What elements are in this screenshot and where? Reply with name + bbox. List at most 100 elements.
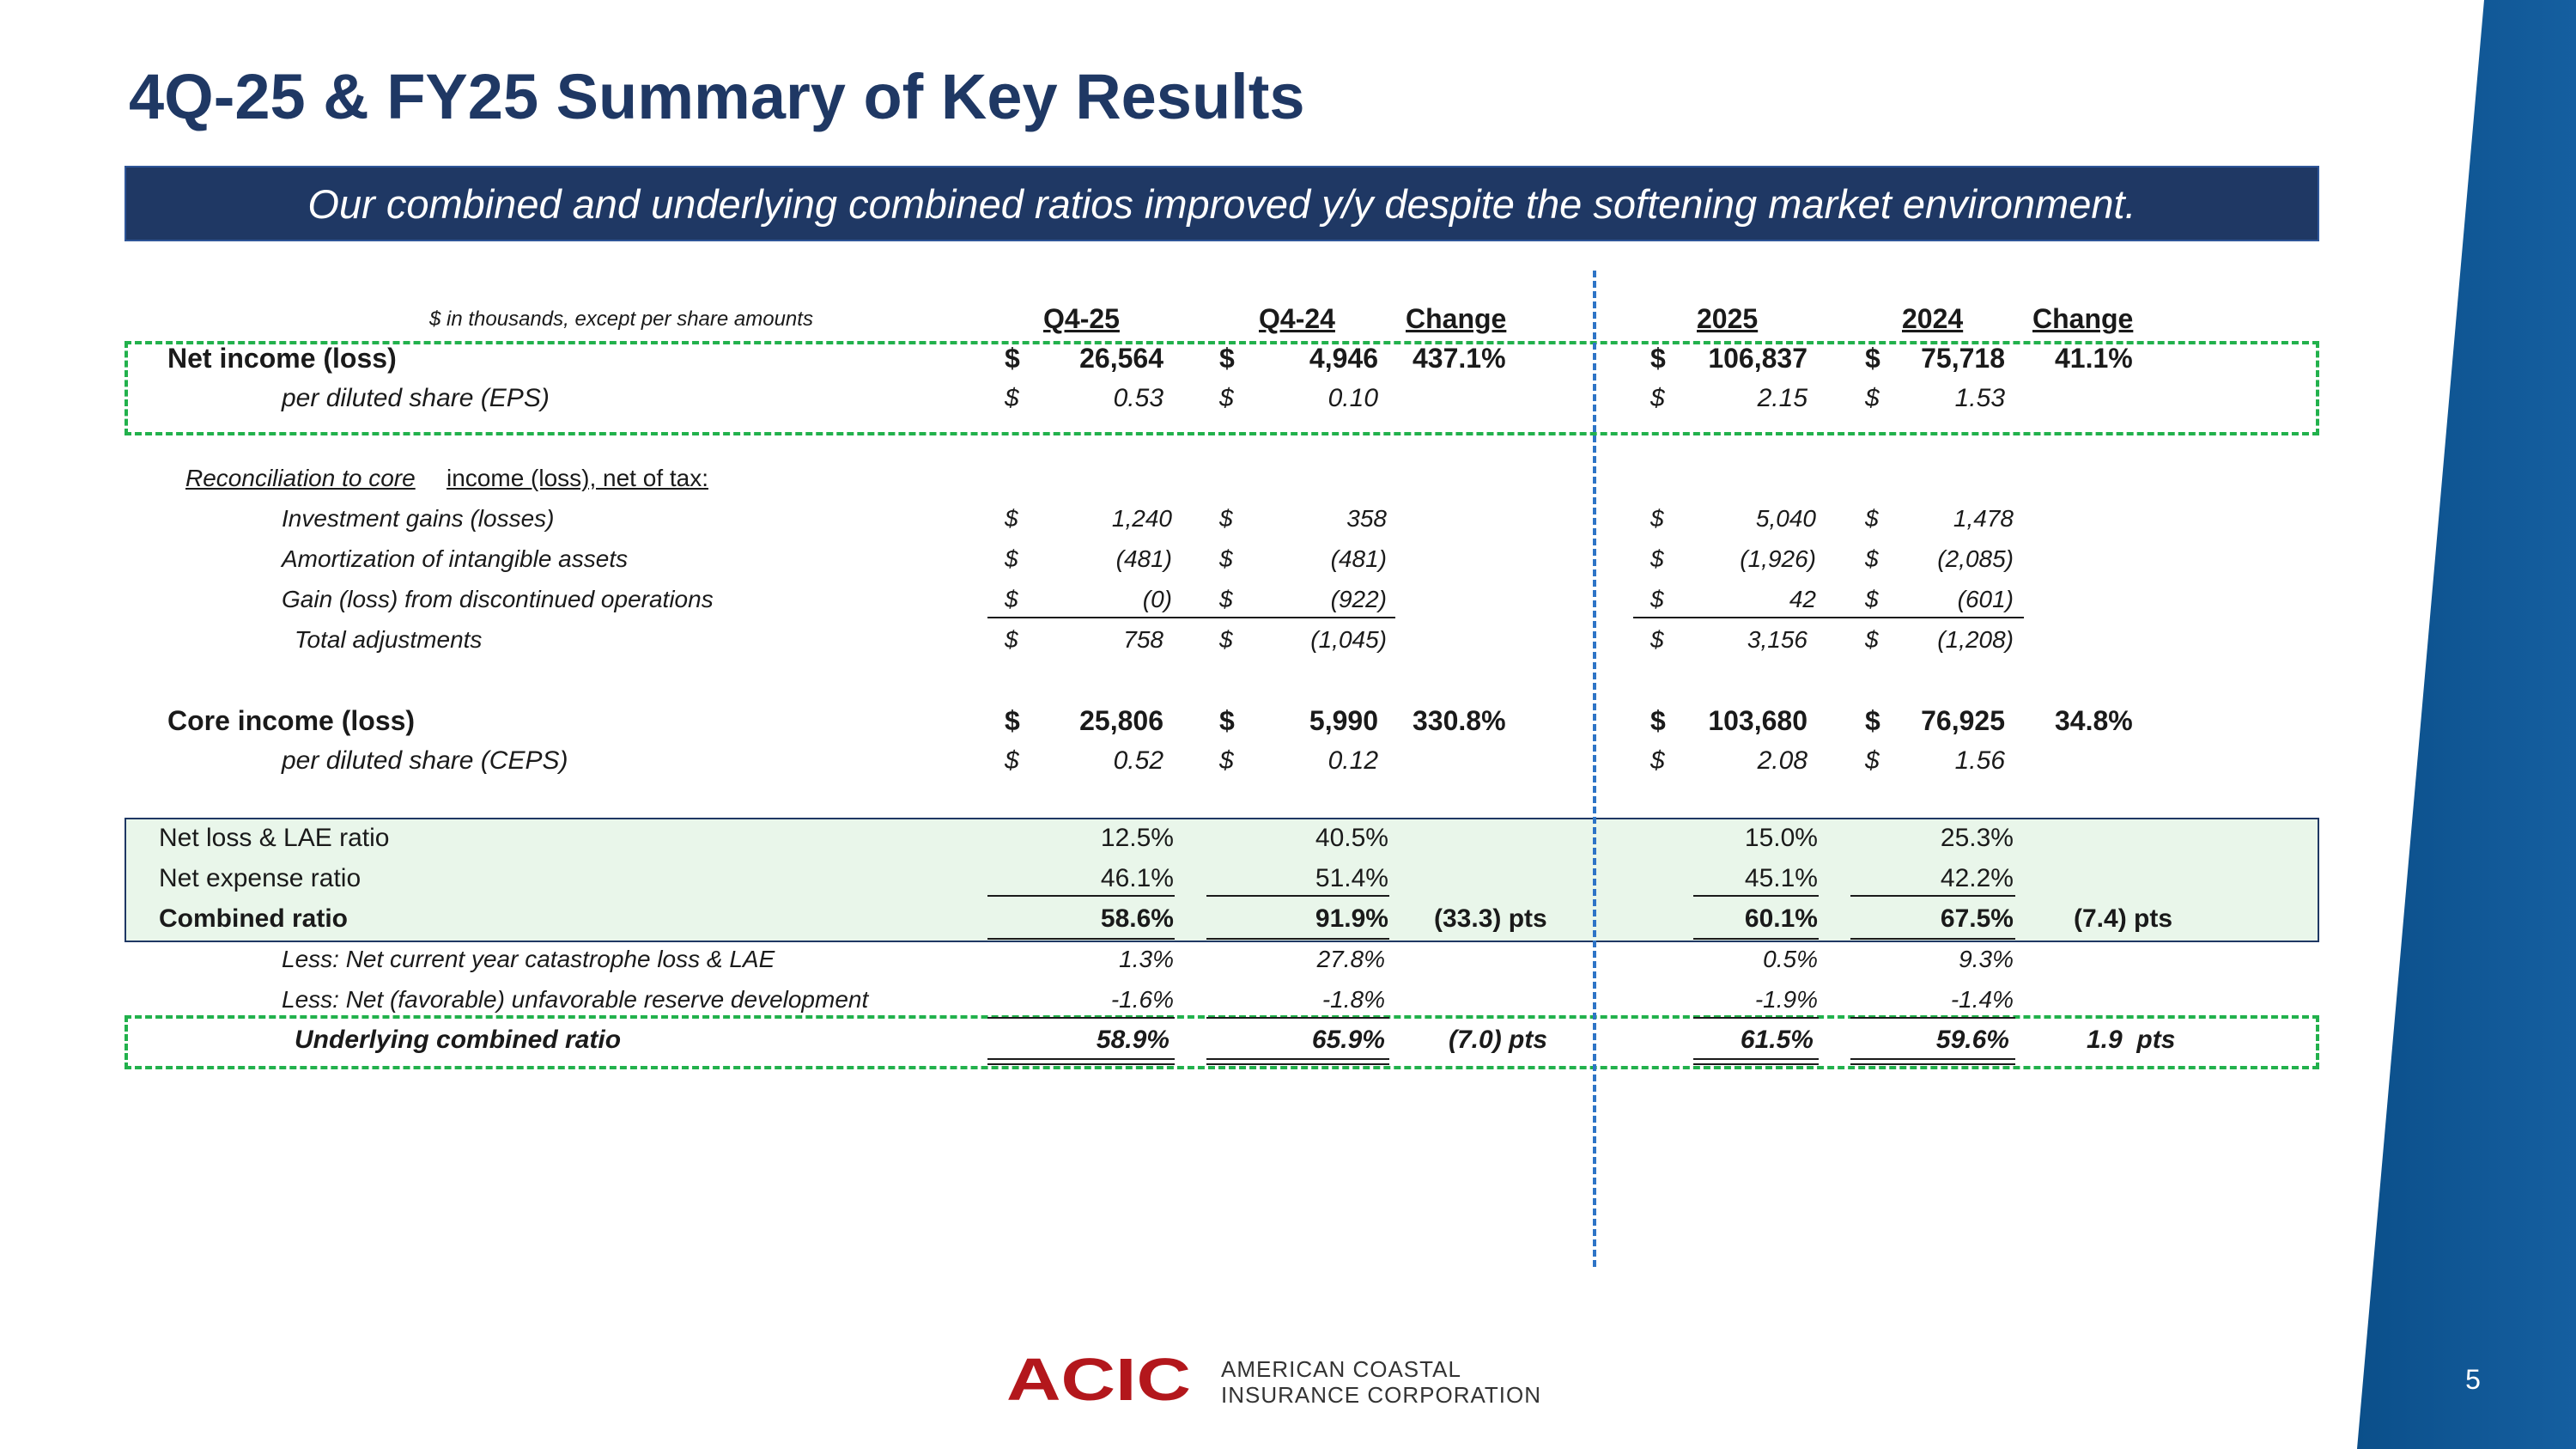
2024-value: -1.4% (1950, 986, 2014, 1013)
q4-24-value: 51.4% (1315, 864, 1388, 892)
currency-symbol: $ (1219, 626, 1233, 653)
currency-symbol: $ (1219, 505, 1233, 532)
row-label: Net loss & LAE ratio (159, 824, 390, 852)
ratio-sum-rule (1693, 895, 1819, 897)
header-2024: 2024 (1902, 303, 1964, 334)
subtotal-rule (987, 617, 1395, 618)
ratio-total-rule (1693, 938, 1819, 940)
2024-value: 59.6% (1935, 1026, 2009, 1054)
currency-symbol: $ (1005, 705, 1020, 736)
row-label: Net income (loss) (167, 343, 397, 374)
2024-value: (601) (1957, 586, 2014, 612)
period-divider-line (1593, 271, 1596, 1267)
underlying-total-rule (987, 1058, 1175, 1065)
currency-symbol: $ (1219, 343, 1235, 374)
currency-symbol: $ (1005, 626, 1018, 653)
quarter-change-value: 330.8% (1413, 705, 1506, 736)
year-change-value: (7.4) pts (2074, 904, 2173, 933)
2025-value: 45.1% (1744, 864, 1818, 892)
q4-25-value: 25,806 (1079, 705, 1163, 736)
q4-25-value: (0) (1142, 586, 1172, 612)
q4-25-value: 58.9% (1096, 1026, 1170, 1054)
q4-24-value: 358 (1346, 505, 1387, 532)
currency-symbol: $ (1865, 586, 1879, 612)
quarter-change-value: (33.3) pts (1434, 904, 1547, 933)
currency-symbol: $ (1650, 586, 1664, 612)
acic-logo-mark: ACIC (1006, 1346, 1191, 1413)
row-label: per diluted share (CEPS) (282, 746, 568, 775)
q4-25-value: 1.3% (1119, 946, 1174, 972)
q4-24-value: 0.10 (1327, 384, 1378, 412)
2024-value: 1.56 (1954, 746, 2005, 775)
2024-value: 25.3% (1940, 824, 2014, 852)
year-change-value: 41.1% (2055, 343, 2133, 374)
currency-symbol: $ (1650, 705, 1666, 736)
slide-title: 4Q-25 & FY25 Summary of Key Results (129, 61, 1305, 132)
q4-24-value: 0.12 (1327, 746, 1378, 775)
q4-25-value: 12.5% (1100, 824, 1174, 852)
currency-symbol: $ (1650, 545, 1664, 572)
q4-25-value: 46.1% (1100, 864, 1174, 892)
currency-symbol: $ (1219, 746, 1234, 775)
currency-symbol: $ (1219, 586, 1233, 612)
q4-24-value: 91.9% (1315, 904, 1388, 933)
currency-symbol: $ (1005, 586, 1018, 612)
q4-25-value: 0.52 (1113, 746, 1163, 775)
2025-value: -1.9% (1754, 986, 1818, 1013)
currency-symbol: $ (1865, 626, 1879, 653)
2024-value: 42.2% (1940, 864, 2014, 892)
currency-symbol: $ (1865, 384, 1880, 412)
side-accent-band (2357, 0, 2576, 1449)
year-change-value: 1.9 pts (2087, 1026, 2176, 1054)
2024-value: (2,085) (1937, 545, 2014, 572)
row-label: Amortization of intangible assets (282, 545, 629, 572)
2024-value: 1.53 (1954, 384, 2005, 412)
2025-value: 15.0% (1744, 824, 1818, 852)
underlying-sum-rule (1850, 1017, 2015, 1019)
2025-value: 2.15 (1757, 384, 1807, 412)
underlying-total-rule (1693, 1058, 1819, 1065)
q4-25-value: (481) (1115, 545, 1172, 572)
row-label: Underlying combined ratio (295, 1026, 622, 1054)
acic-logo: ACIC (1006, 1346, 1191, 1413)
currency-symbol: $ (1650, 505, 1664, 532)
currency-symbol: $ (1865, 545, 1879, 572)
year-change-value: 34.8% (2055, 705, 2133, 736)
currency-symbol: $ (1650, 626, 1664, 653)
subtotal-rule (1633, 617, 2024, 618)
q4-24-value: -1.8% (1321, 986, 1385, 1013)
logo-mark-text: ACIC (1006, 1354, 1191, 1405)
reconciliation-heading-cont: income (loss), net of tax: (447, 465, 709, 491)
ratio-sum-rule (1850, 895, 2015, 897)
currency-symbol: $ (1005, 505, 1018, 532)
q4-25-value: 1,240 (1111, 505, 1172, 532)
currency-symbol: $ (1005, 343, 1020, 374)
q4-25-value: 58.6% (1100, 904, 1174, 933)
underlying-total-rule (1850, 1058, 2015, 1065)
q4-24-value: (922) (1330, 586, 1387, 612)
q4-24-value: 27.8% (1316, 946, 1385, 972)
2025-value: 106,837 (1708, 343, 1807, 374)
units-note: $ in thousands, except per share amounts (429, 307, 813, 331)
currency-symbol: $ (1005, 545, 1018, 572)
q4-25-value: 0.53 (1113, 384, 1163, 412)
q4-24-value: 5,990 (1309, 705, 1378, 736)
company-name-line1: AMERICAN COASTAL (1221, 1356, 1461, 1382)
underlying-sum-rule (987, 1017, 1175, 1019)
q4-24-value: 4,946 (1309, 343, 1378, 374)
2025-value: 0.5% (1763, 946, 1818, 972)
q4-24-value: (1,045) (1310, 626, 1387, 653)
2024-value: 9.3% (1959, 946, 2014, 972)
currency-symbol: $ (1650, 746, 1665, 775)
currency-symbol: $ (1005, 746, 1019, 775)
2024-value: 76,925 (1921, 705, 2005, 736)
2024-value: 75,718 (1921, 343, 2005, 374)
currency-symbol: $ (1219, 384, 1234, 412)
q4-24-value: 40.5% (1315, 824, 1388, 852)
underlying-sum-rule (1693, 1017, 1819, 1019)
currency-symbol: $ (1219, 545, 1233, 572)
ratio-sum-rule (987, 895, 1175, 897)
header-q4-25: Q4-25 (1043, 303, 1120, 334)
q4-24-value: 65.9% (1311, 1026, 1385, 1054)
2025-value: 3,156 (1747, 626, 1807, 653)
